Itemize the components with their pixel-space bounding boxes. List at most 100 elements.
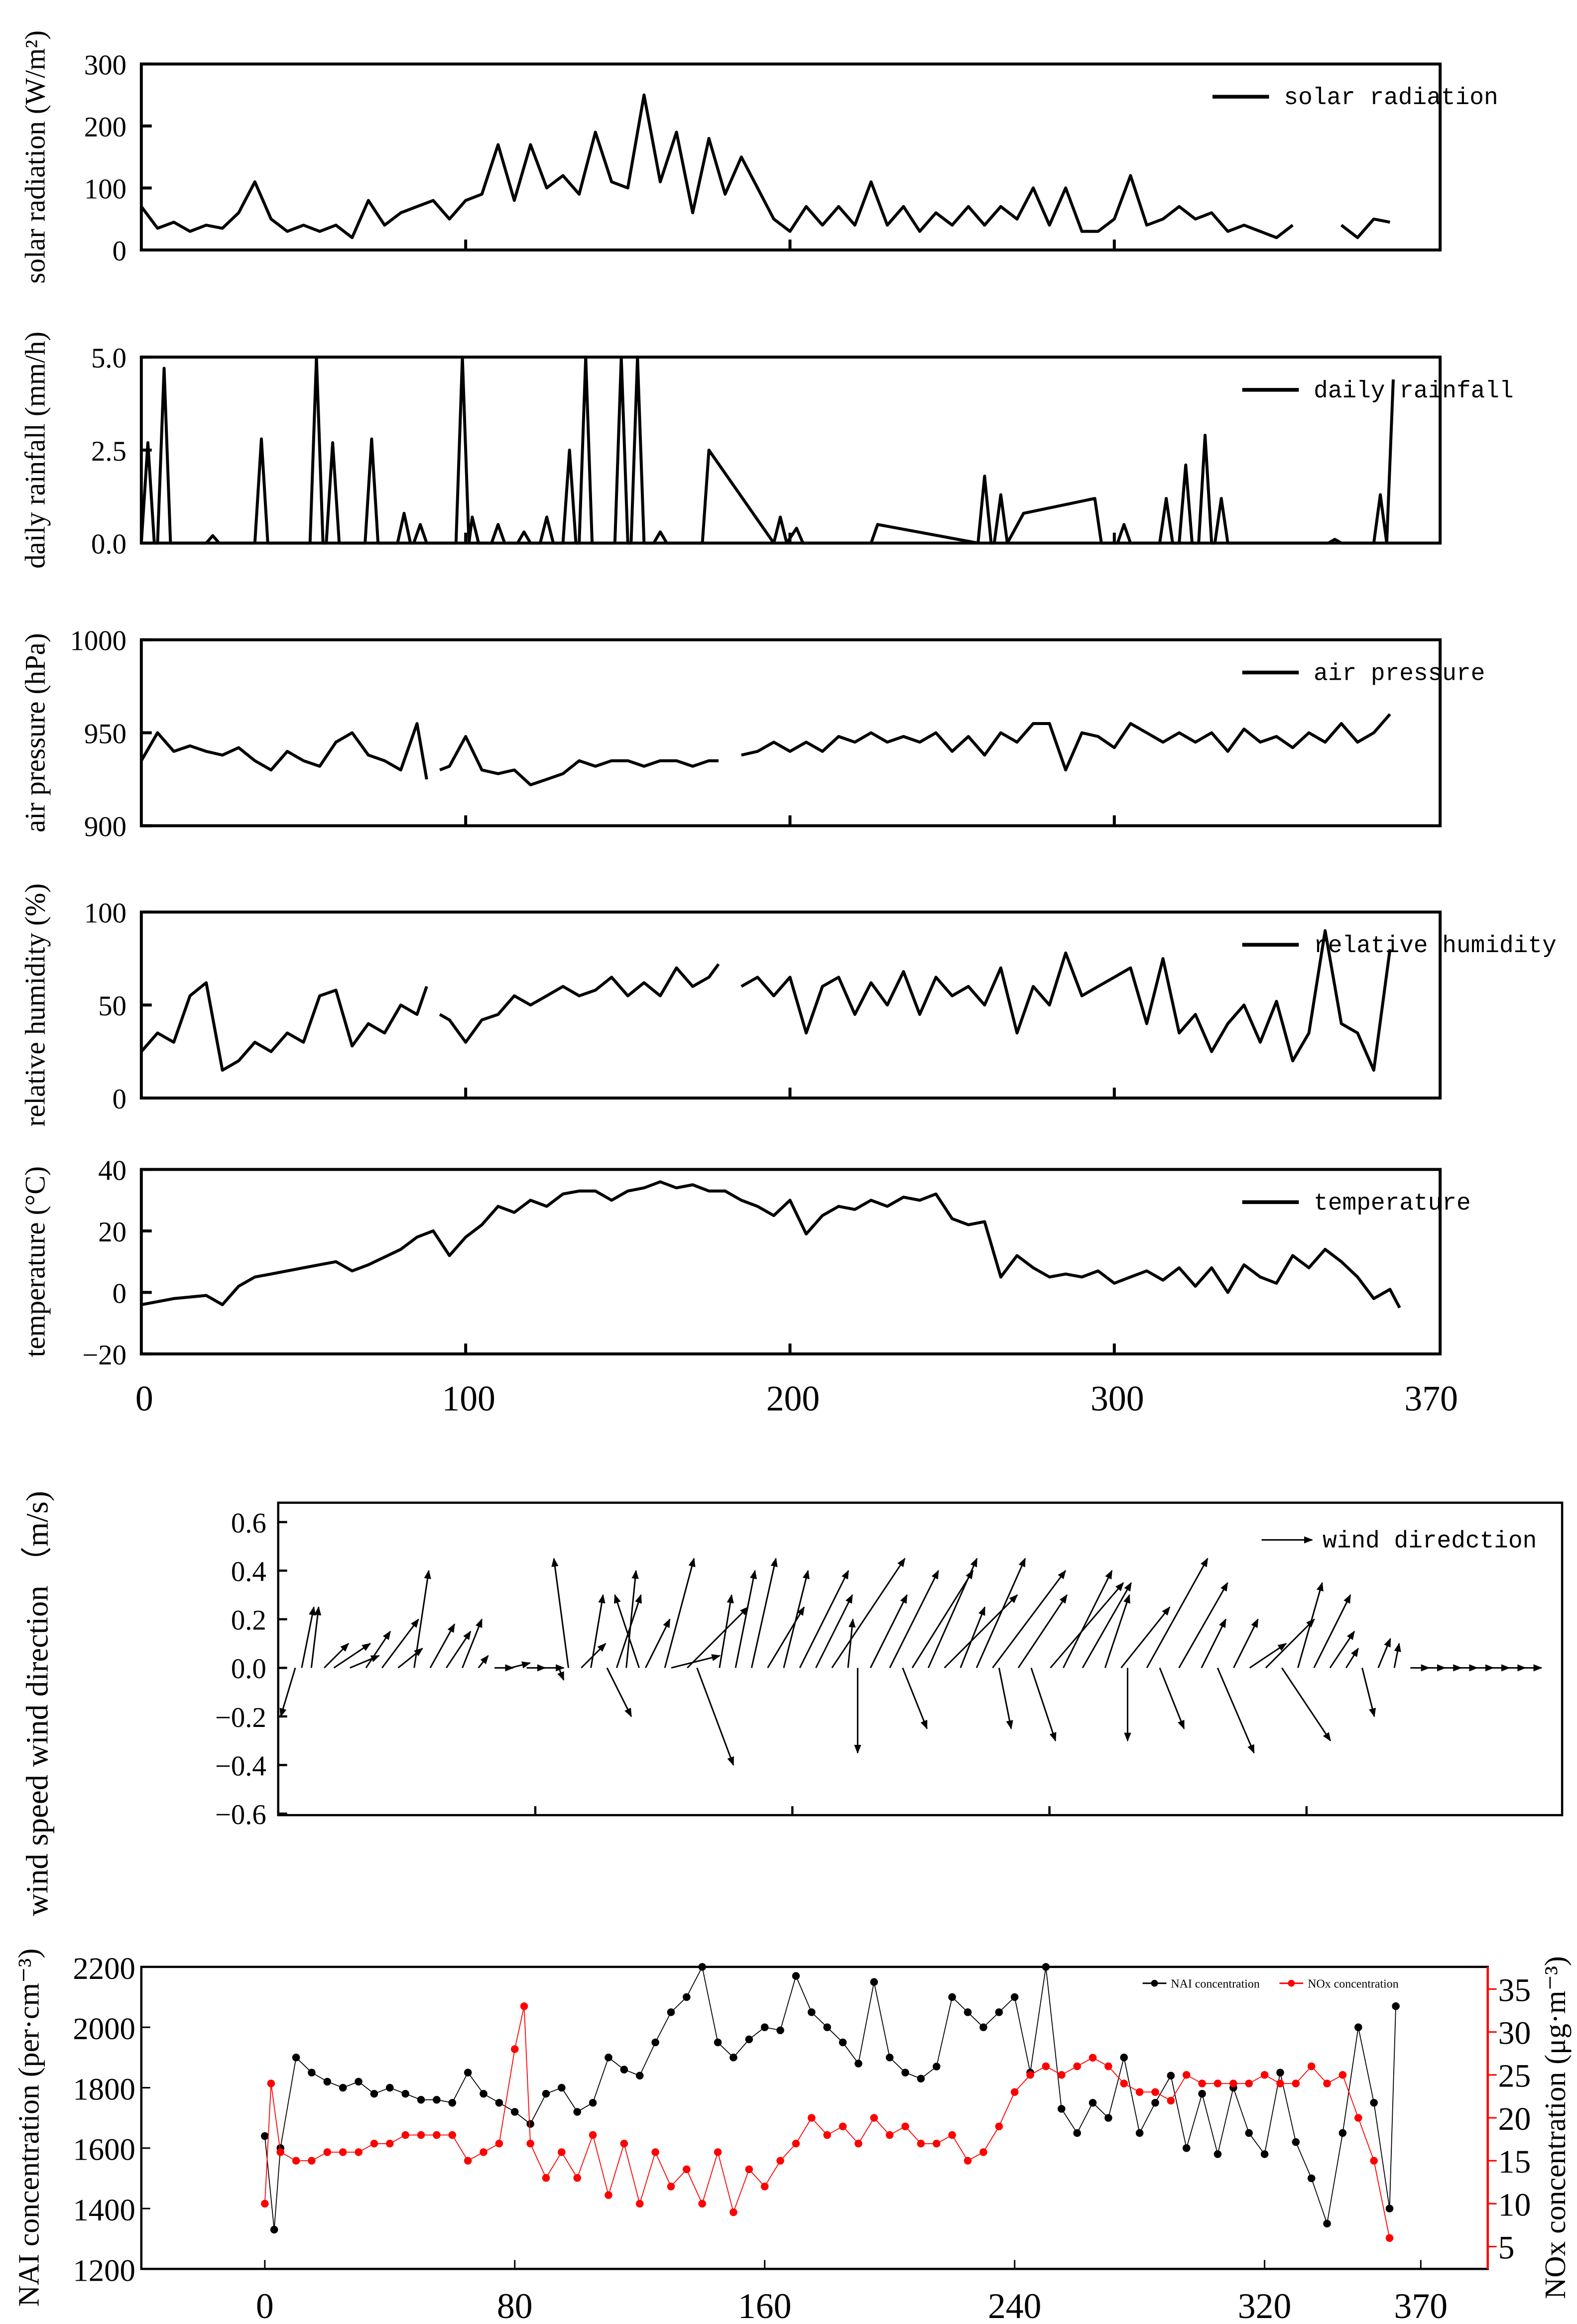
series-line — [139, 356, 1395, 545]
nox-point — [323, 2148, 332, 2156]
panel-2: 0.0 2.5 5.0 daily rainfall daily rainfall (m… — [20, 332, 1514, 569]
wind-arrow — [606, 1667, 632, 1717]
nai-point — [339, 2083, 347, 2092]
x-tick-label: 200 — [766, 1378, 820, 1418]
nox-point — [1089, 2054, 1097, 2062]
wind-arrow — [310, 1606, 322, 1668]
nox-point — [480, 2148, 487, 2156]
wind-arrow — [869, 1594, 908, 1668]
nai-point — [495, 2099, 503, 2107]
wind-arrow — [1377, 1638, 1391, 1668]
wind-arrow — [590, 1594, 606, 1668]
nai-point — [433, 2095, 441, 2104]
plot-frame — [139, 638, 1442, 828]
wind-arrow — [998, 1668, 1013, 1730]
wind-arrow — [719, 1594, 734, 1668]
series-line — [140, 713, 1391, 787]
wind-arrow — [1017, 1594, 1068, 1669]
y-tick-label-left: 1200 — [73, 2253, 135, 2288]
series-line — [140, 93, 1391, 240]
nox-point — [526, 2139, 534, 2148]
nai-point — [308, 2069, 316, 2077]
wind-arrow — [1063, 1570, 1113, 1668]
nox-point — [276, 2148, 284, 2156]
y-tick-label: 900 — [84, 811, 126, 843]
y-tick-label: 0.6 — [231, 1508, 266, 1539]
nox-point — [1229, 2079, 1237, 2087]
wind-arrow — [1082, 1582, 1132, 1669]
nai-point — [729, 2054, 737, 2062]
wind-arrow — [350, 1655, 380, 1669]
wind-arrow — [1345, 1647, 1359, 1669]
x-tick-label: 370 — [1394, 2286, 1448, 2324]
wind-arrow — [1313, 1594, 1351, 1668]
y-tick-label: 5.0 — [91, 343, 126, 374]
panel-1: 0 100 200 300 solar radiation solar radiation… — [20, 30, 1498, 284]
nai-point — [261, 2132, 269, 2140]
wind-arrow — [911, 1570, 974, 1669]
y-tick-label: 20 — [98, 1217, 126, 1248]
nai-point — [448, 2099, 457, 2107]
nox-point — [854, 2139, 862, 2148]
nai-point — [417, 2095, 425, 2104]
nox-point — [605, 2191, 612, 2199]
y-axis-label: daily rainfall (mm/h) — [20, 332, 51, 569]
y-tick-label: 0 — [113, 1278, 126, 1309]
nai-point — [401, 2089, 409, 2098]
y-axis-label: relative humidity (%) — [20, 883, 51, 1127]
y-axis-label: temperature (°C) — [20, 1166, 51, 1357]
wind-arrow — [927, 1558, 978, 1668]
nai-point — [776, 2026, 784, 2035]
nai-point — [1198, 2089, 1206, 2098]
nox-point — [1245, 2079, 1253, 2087]
nai-point — [589, 2099, 597, 2107]
wind-arrow — [301, 1606, 316, 1668]
x-tick-label: 80 — [497, 2286, 533, 2324]
wind-arrow — [975, 1558, 1026, 1668]
wind-arrow — [1178, 1582, 1228, 1669]
nai-point — [542, 2089, 550, 2098]
nox-point — [1104, 2062, 1112, 2071]
nai-point — [526, 2120, 534, 2128]
y-tick-label: 100 — [84, 173, 126, 205]
nai-point — [355, 2078, 363, 2086]
y-tick-label: 40 — [98, 1155, 126, 1186]
nai-point — [1057, 2105, 1066, 2113]
nox-point — [1292, 2079, 1300, 2087]
wind-arrow — [1030, 1667, 1057, 1742]
y-tick-label: 0.2 — [231, 1605, 266, 1636]
y-axis-label: solar radiation (W/m²) — [20, 30, 51, 284]
nox-point — [901, 2122, 909, 2130]
x-tick-label: 370 — [1404, 1378, 1458, 1418]
y-tick-label: 2.5 — [91, 436, 126, 467]
wind-arrow — [1146, 1558, 1209, 1669]
nai-point — [870, 1978, 878, 1986]
y-tick-label-right: 5 — [1498, 2229, 1515, 2266]
wind-arrow — [478, 1655, 489, 1669]
legend-label: daily rainfall — [1314, 378, 1514, 405]
nai-point — [667, 2008, 675, 2016]
wind-arrow — [279, 1667, 296, 1717]
nox-point — [792, 2139, 800, 2148]
nox-point — [448, 2131, 457, 2139]
y-tick-label: 0.4 — [231, 1556, 266, 1588]
wind-arrow — [687, 1606, 749, 1669]
wind-arrow — [614, 1594, 640, 1668]
wind-arrow — [1104, 1594, 1130, 1668]
nox-point — [292, 2157, 300, 2165]
y-tick-label: 950 — [84, 718, 126, 749]
y-tick-label: 1000 — [70, 625, 126, 657]
wind-arrow — [671, 1654, 721, 1669]
nai-point — [683, 1993, 691, 2001]
nai-point — [1276, 2069, 1284, 2077]
y-tick-label: 0 — [113, 236, 126, 267]
wind-arrow — [365, 1630, 391, 1669]
nai-point — [1245, 2129, 1253, 2137]
wind-arrow — [615, 1594, 642, 1668]
nox-point — [1198, 2079, 1206, 2087]
nox-point — [558, 2148, 566, 2156]
wind-arrow — [1297, 1582, 1324, 1668]
nox-point — [417, 2131, 425, 2139]
x-tick-label: 160 — [738, 2286, 792, 2324]
